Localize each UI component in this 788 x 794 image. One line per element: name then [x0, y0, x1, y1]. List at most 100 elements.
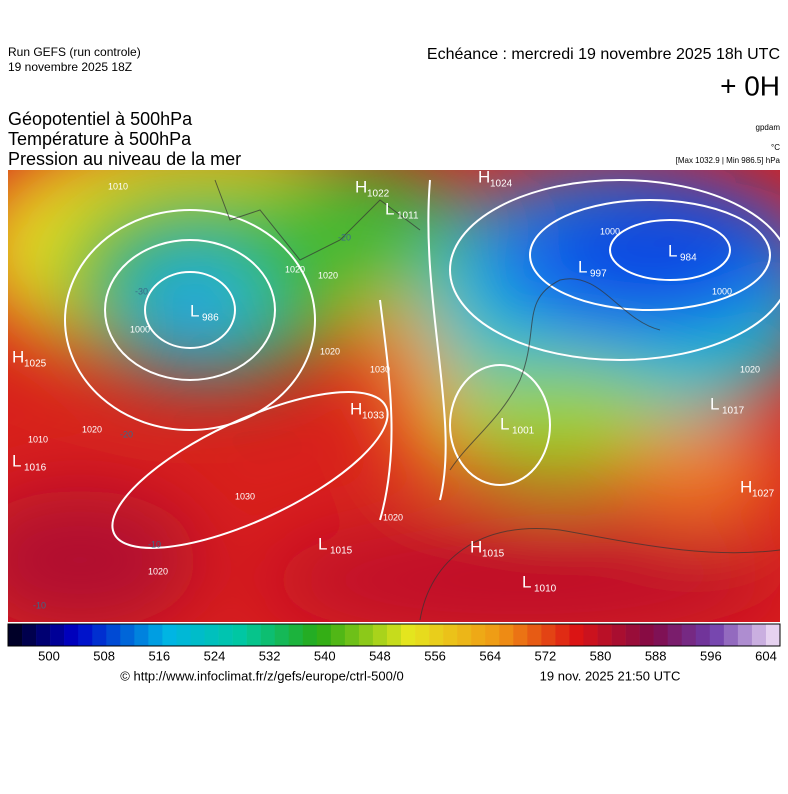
colorbar-cell	[162, 624, 177, 646]
colorbar-label: 500	[38, 648, 60, 663]
colorbar-label: 508	[93, 648, 115, 663]
center-letter: H	[478, 167, 490, 186]
center-letter: L	[668, 241, 677, 260]
colorbar-cell	[401, 624, 416, 646]
colorbar-cell	[176, 624, 191, 646]
source: © http://www.infoclimat.fr/z/gefs/europe…	[120, 668, 403, 683]
colorbar-label: 532	[259, 648, 281, 663]
colorbar-frame	[7, 623, 781, 647]
colorbar: 500 508 516 524 532 540 548 556 564 572 580 588 596 6…	[7, 623, 781, 663]
colorbar-label: 588	[645, 648, 667, 663]
isobar-label: 1000	[600, 226, 620, 236]
temp-label: -20	[120, 429, 133, 439]
colorbar-cell	[386, 624, 402, 646]
colorbar-cell	[681, 624, 697, 646]
temp-label: -30	[135, 286, 148, 296]
offset: + 0H	[720, 70, 780, 101]
center-letter: H	[470, 537, 482, 556]
colorbar-label: 540	[314, 648, 336, 663]
colorbar-label: 524	[204, 648, 226, 663]
colorbar-cell	[583, 624, 598, 646]
colorbar-cell	[218, 624, 233, 646]
colorbar-cell	[457, 624, 472, 646]
colorbar-cell	[541, 624, 556, 646]
center-value: 1024	[490, 179, 513, 190]
isobar-label: 1020	[318, 270, 338, 280]
temp-label: -20	[338, 232, 351, 242]
center-value: 1017	[722, 406, 745, 417]
colorbar-cell	[344, 624, 360, 646]
colorbar-cell	[443, 624, 458, 646]
colorbar-cell	[120, 624, 135, 646]
unit: [Max 1032.9 | Min 986.5] hPa	[676, 156, 781, 165]
colorbar-cell	[765, 624, 781, 646]
colorbar-cell	[50, 624, 65, 646]
center-value: 1015	[330, 546, 353, 557]
colorbar-cell	[555, 624, 570, 646]
colorbar-label: 572	[535, 648, 557, 663]
colorbar-cell	[232, 624, 247, 646]
center-letter: L	[385, 199, 394, 218]
field: Pression au niveau de la mer	[8, 149, 241, 169]
isobar-label: 1000	[712, 286, 732, 296]
colorbar-label: 596	[700, 648, 722, 663]
unit: °C	[771, 143, 780, 152]
colorbar-cell	[723, 624, 739, 646]
colorbar-label: 604	[755, 648, 777, 663]
center-value: 1016	[24, 463, 47, 474]
isobar-label: 1020	[285, 264, 305, 274]
isobar-label: 1020	[320, 346, 340, 356]
center-letter: H	[350, 399, 362, 418]
colorbar-cell	[148, 624, 163, 646]
colorbar-cell	[134, 624, 149, 646]
colorbar-cell	[485, 624, 500, 646]
center-value: 997	[590, 269, 607, 280]
isobar-label: 1020	[740, 364, 760, 374]
center-value: 1011	[397, 211, 419, 222]
colorbar-cell	[709, 624, 725, 646]
center-letter: L	[12, 451, 21, 470]
colorbar-label: 516	[148, 648, 170, 663]
colorbar-cell	[106, 624, 121, 646]
center-value: 1033	[362, 411, 385, 422]
center-letter: H	[355, 177, 367, 196]
center-letter: L	[710, 394, 719, 413]
center-value: 1001	[512, 426, 535, 437]
colorbar-cell	[751, 624, 767, 646]
unit: gpdam	[756, 123, 781, 132]
colorbar-cell	[372, 624, 388, 646]
center-letter: L	[190, 301, 199, 320]
center-value: 1015	[482, 549, 505, 560]
center-letter: L	[522, 572, 531, 591]
colorbar-cell	[22, 624, 37, 646]
colorbar-cell	[429, 624, 444, 646]
isobar-label: 1020	[383, 512, 403, 522]
colorbar-cell	[260, 624, 275, 646]
colorbar-cell	[302, 624, 318, 646]
temp-label: -10	[148, 539, 161, 549]
center-letter: H	[740, 477, 752, 496]
colorbar-cell	[471, 624, 486, 646]
colorbar-cell	[288, 624, 304, 646]
colorbar-cell	[92, 624, 107, 646]
field: Géopotentiel à 500hPa	[8, 109, 193, 129]
center-letter: L	[578, 257, 587, 276]
center-value: 1025	[24, 359, 47, 370]
colorbar-cell	[611, 624, 626, 646]
center-value: 986	[202, 313, 219, 324]
colorbar-cell	[625, 624, 640, 646]
colorbar-cell	[499, 624, 514, 646]
colorbar-cell	[64, 624, 79, 646]
temp-label: -10	[33, 600, 46, 610]
center-value: 984	[680, 253, 697, 264]
run-date: 19 novembre 2025 18Z	[8, 60, 132, 74]
center-letter: L	[318, 534, 327, 553]
colorbar-cell	[78, 624, 93, 646]
isobar-label: 1000	[130, 324, 150, 334]
isobar-label: 1010	[108, 181, 128, 191]
center-letter: L	[500, 414, 509, 433]
field: Température à 500hPa	[8, 129, 192, 149]
center-value: 1010	[534, 584, 557, 595]
